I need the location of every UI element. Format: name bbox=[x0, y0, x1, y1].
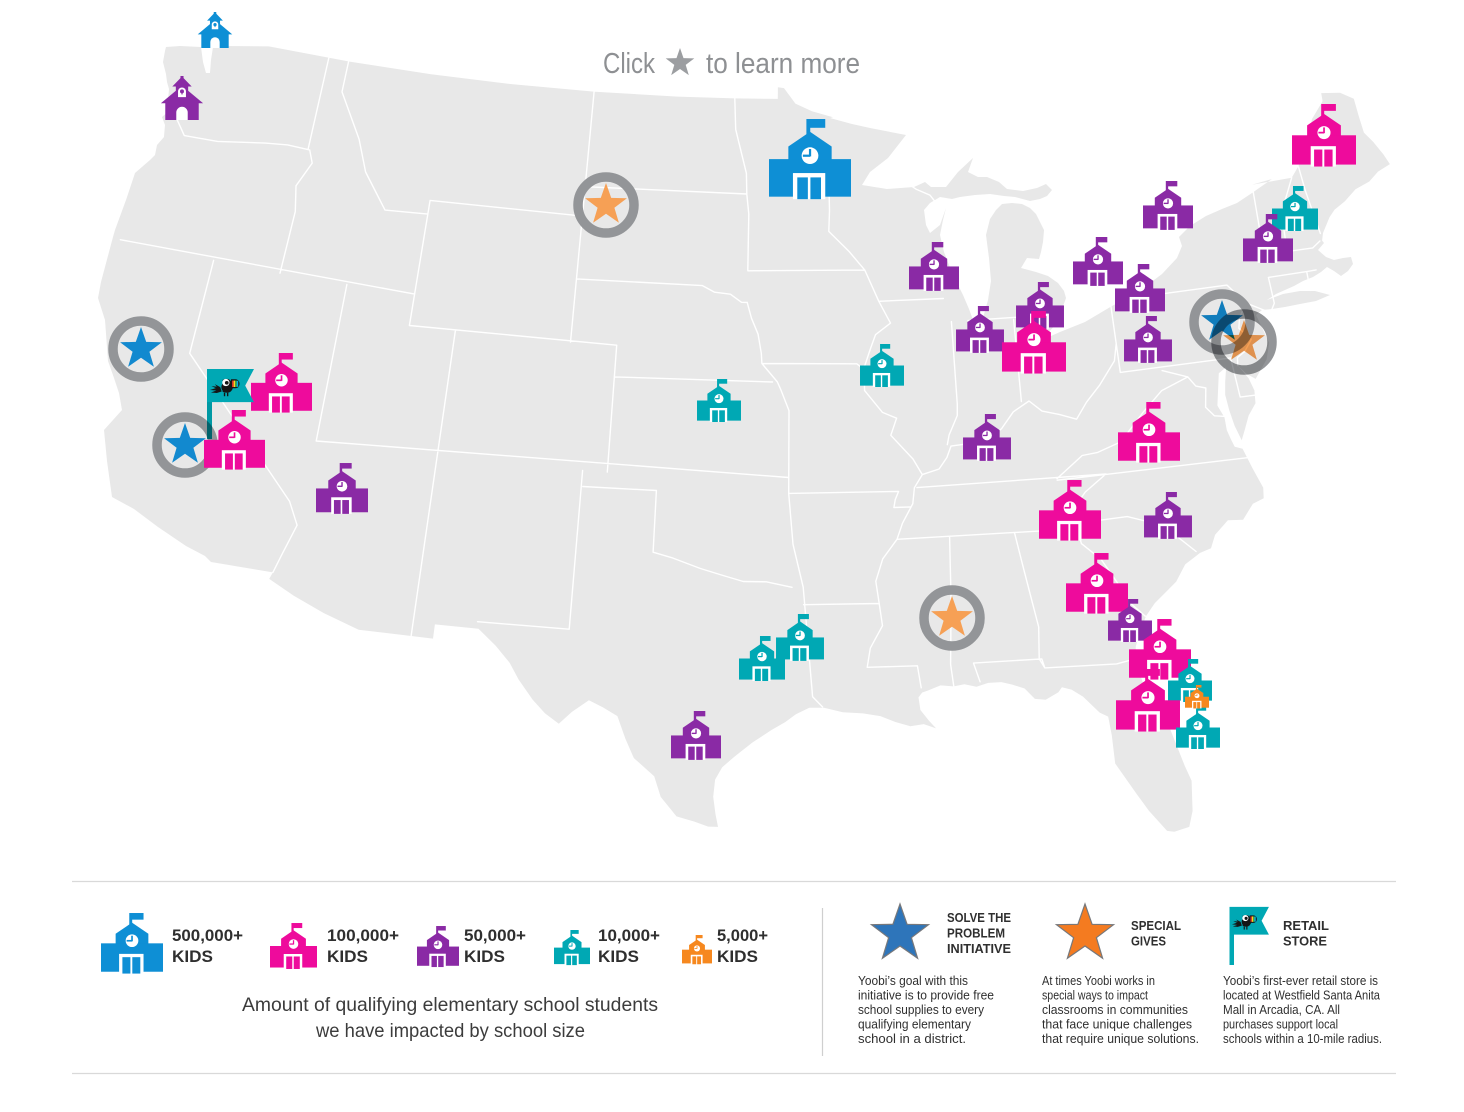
svg-text:school in a district.: school in a district. bbox=[858, 1031, 966, 1046]
svg-text:to learn more: to learn more bbox=[706, 48, 860, 80]
svg-text:Amount of qualifying elementar: Amount of qualifying elementary school s… bbox=[242, 994, 658, 1016]
svg-text:Click: Click bbox=[603, 48, 655, 80]
svg-text:qualifying elementary: qualifying elementary bbox=[858, 1017, 971, 1032]
svg-text:500,000+: 500,000+ bbox=[172, 926, 243, 945]
svg-text:that face unique challenges: that face unique challenges bbox=[1042, 1017, 1192, 1032]
svg-text:that require unique solutions.: that require unique solutions. bbox=[1042, 1031, 1199, 1046]
svg-text:At times Yoobi works in: At times Yoobi works in bbox=[1042, 973, 1155, 988]
svg-text:STORE: STORE bbox=[1283, 934, 1327, 949]
svg-text:Yoobi’s first-ever retail stor: Yoobi’s first-ever retail store is bbox=[1223, 973, 1378, 988]
svg-text:purchases support local: purchases support local bbox=[1223, 1017, 1338, 1032]
svg-text:GIVES: GIVES bbox=[1131, 934, 1166, 949]
svg-text:INITIATIVE: INITIATIVE bbox=[947, 941, 1011, 956]
svg-text:classrooms in communities: classrooms in communities bbox=[1042, 1002, 1188, 1017]
svg-text:RETAIL: RETAIL bbox=[1283, 918, 1329, 933]
svg-text:we have impacted by school siz: we have impacted by school size bbox=[315, 1020, 585, 1042]
svg-text:Mall in Arcadia, CA. All: Mall in Arcadia, CA. All bbox=[1223, 1002, 1340, 1017]
svg-text:KIDS: KIDS bbox=[327, 947, 368, 966]
svg-text:PROBLEM: PROBLEM bbox=[947, 926, 1005, 941]
svg-text:special ways to impact: special ways to impact bbox=[1042, 988, 1148, 1003]
svg-text:schools within a 10-mile radiu: schools within a 10-mile radius. bbox=[1223, 1031, 1382, 1046]
svg-text:located at Westfield Santa Ani: located at Westfield Santa Anita bbox=[1223, 988, 1381, 1003]
svg-text:5,000+: 5,000+ bbox=[717, 926, 768, 945]
svg-text:SPECIAL: SPECIAL bbox=[1131, 918, 1181, 933]
svg-text:KIDS: KIDS bbox=[464, 947, 505, 966]
svg-text:KIDS: KIDS bbox=[717, 947, 758, 966]
svg-text:SOLVE THE: SOLVE THE bbox=[947, 910, 1011, 925]
svg-text:Yoobi’s goal with this: Yoobi’s goal with this bbox=[858, 973, 968, 988]
svg-text:50,000+: 50,000+ bbox=[464, 926, 526, 945]
svg-text:KIDS: KIDS bbox=[172, 947, 213, 966]
svg-text:initiative is to provide free: initiative is to provide free bbox=[858, 988, 994, 1003]
svg-text:KIDS: KIDS bbox=[598, 947, 639, 966]
svg-text:school supplies to every: school supplies to every bbox=[858, 1002, 984, 1017]
svg-text:100,000+: 100,000+ bbox=[327, 926, 399, 945]
svg-text:10,000+: 10,000+ bbox=[598, 926, 660, 945]
